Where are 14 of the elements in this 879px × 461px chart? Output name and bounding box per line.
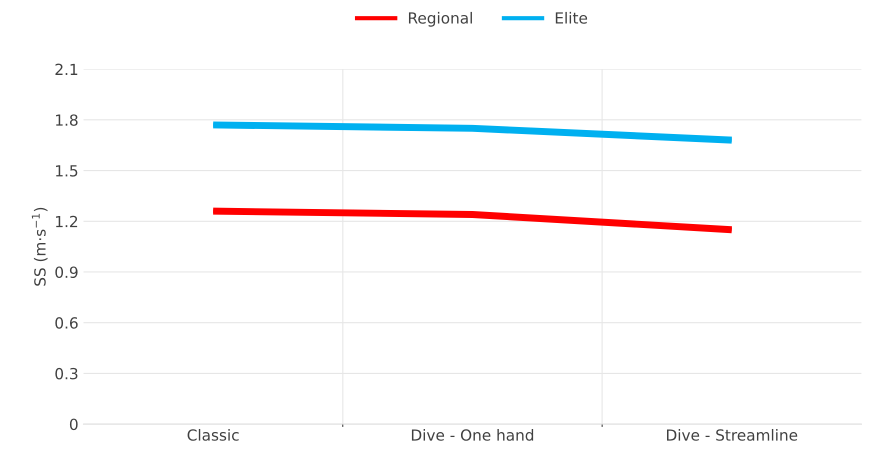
x-tick-label: Dive - Streamline [667, 428, 798, 441]
y-tick-label: 0.3 [55, 368, 78, 380]
y-tick-label: 2.1 [55, 64, 78, 75]
y-axis-title: SS (m·s$^{−1}$) [32, 208, 48, 286]
y-tick-label: 0.9 [55, 266, 78, 278]
y-tick-label: 1.5 [56, 165, 78, 177]
y-tick-label: 0.6 [55, 317, 78, 329]
legend-label: Regional [408, 12, 472, 27]
legend-label: Elite [556, 12, 588, 24]
y-tick-label: 1.2 [56, 216, 78, 228]
x-tick-label: Dive - One hand [412, 428, 534, 441]
y-tick-label: 1.8 [56, 114, 78, 126]
y-tick-label: 0 [70, 418, 78, 430]
x-tick-label: Classic [188, 428, 239, 441]
